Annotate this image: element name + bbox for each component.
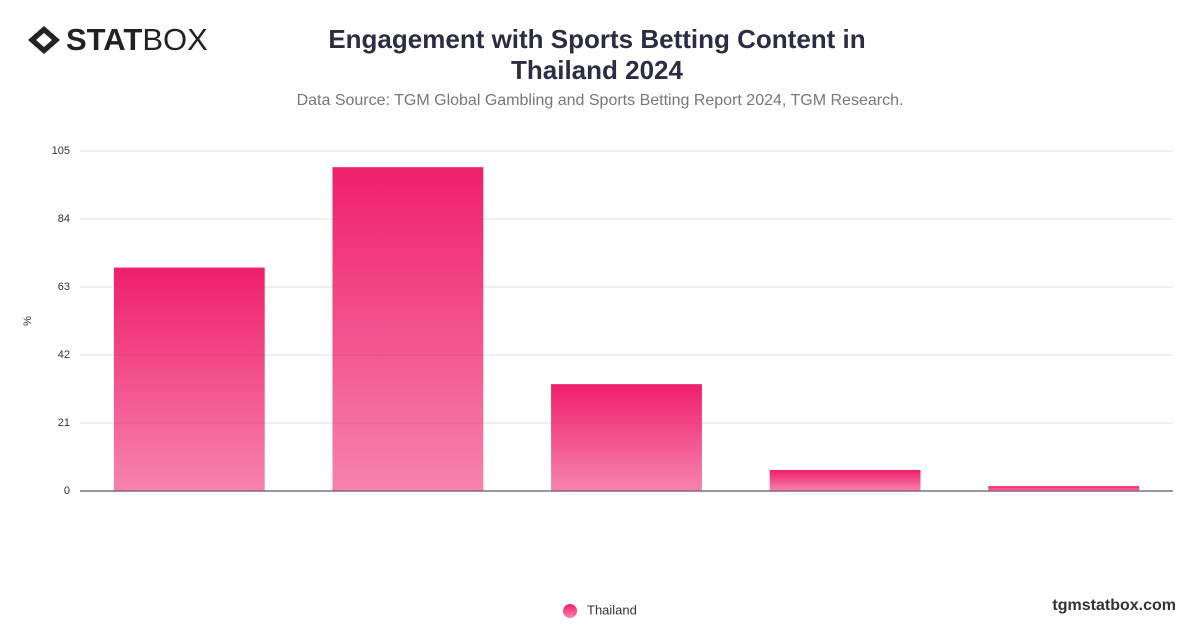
logo: STAT BOX <box>26 22 208 58</box>
y-tick-label: 21 <box>58 417 70 429</box>
bar <box>988 486 1140 491</box>
bar <box>113 267 265 491</box>
y-tick-label: 42 <box>58 349 70 361</box>
logo-light: BOX <box>142 22 208 57</box>
chart-subtitle: Data Source: TGM Global Gambling and Spo… <box>296 92 904 109</box>
chart-title: Engagement with Sports Betting Content i… <box>328 24 866 85</box>
legend-label: Thailand <box>587 602 637 617</box>
y-tick-label: 105 <box>52 145 70 157</box>
site: tgmstatbox.com <box>1052 597 1176 614</box>
y-axis-label: % <box>22 316 34 326</box>
bar <box>769 469 921 491</box>
logo-bold: STAT <box>66 22 143 57</box>
y-tick-label: 84 <box>58 213 70 225</box>
bar <box>332 167 484 491</box>
y-tick-label: 0 <box>64 485 70 497</box>
logo-icon <box>28 26 60 54</box>
legend-marker <box>563 604 577 618</box>
y-tick-label: 63 <box>58 281 70 293</box>
bar <box>551 384 702 491</box>
